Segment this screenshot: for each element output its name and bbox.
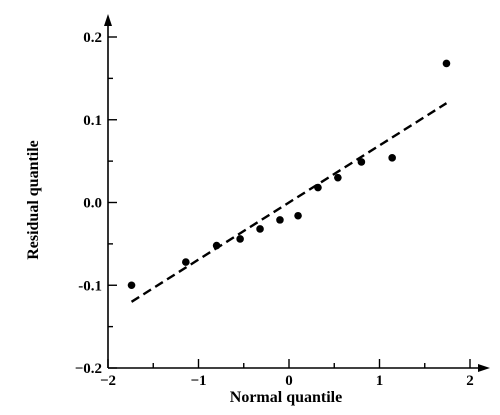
- y-tick-label: 0.1: [83, 113, 102, 129]
- x-axis-title: Normal quantile: [230, 389, 342, 406]
- y-tick-label: 0.2: [83, 30, 102, 46]
- y-axis-arrowhead: [104, 14, 112, 26]
- data-point: [276, 216, 284, 224]
- tick-labels: −2 −1 0 1 2 −0.2 -0.1 0.0 0.1 0.2: [75, 30, 474, 389]
- y-tick-label: −0.2: [75, 361, 102, 377]
- data-point: [334, 173, 342, 182]
- x-tick-label: −1: [190, 373, 206, 389]
- data-point: [256, 225, 264, 233]
- data-points: [127, 59, 451, 290]
- data-point: [314, 183, 322, 192]
- reference-line: [130, 102, 448, 303]
- y-tick-label: 0.0: [83, 196, 102, 212]
- data-point: [388, 154, 396, 162]
- x-tick-label: 1: [376, 373, 384, 389]
- y-tick-label: -0.1: [78, 278, 102, 294]
- x-tick-label: 0: [285, 373, 293, 389]
- data-point: [357, 158, 366, 166]
- data-point: [182, 258, 190, 266]
- x-axis-arrowhead: [478, 364, 490, 372]
- data-point: [127, 281, 136, 290]
- axis-ticks: [107, 36, 471, 369]
- data-point: [236, 235, 244, 243]
- y-axis: [104, 14, 112, 368]
- x-axis: [108, 364, 490, 372]
- data-point: [212, 241, 221, 250]
- y-axis-title: Residual quantile: [25, 140, 42, 260]
- data-point: [442, 59, 451, 68]
- data-point: [294, 211, 302, 220]
- x-tick-label: −2: [100, 373, 116, 389]
- x-tick-label: 2: [466, 373, 474, 389]
